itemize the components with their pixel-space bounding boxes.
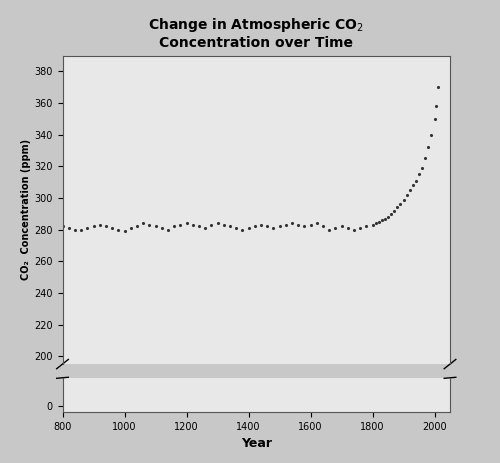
X-axis label: Year: Year bbox=[241, 438, 272, 450]
Y-axis label: CO₂  Concentration (ppm): CO₂ Concentration (ppm) bbox=[22, 139, 32, 281]
Title: Change in Atmospheric CO$_2$
Concentration over Time: Change in Atmospheric CO$_2$ Concentrati… bbox=[148, 16, 364, 50]
